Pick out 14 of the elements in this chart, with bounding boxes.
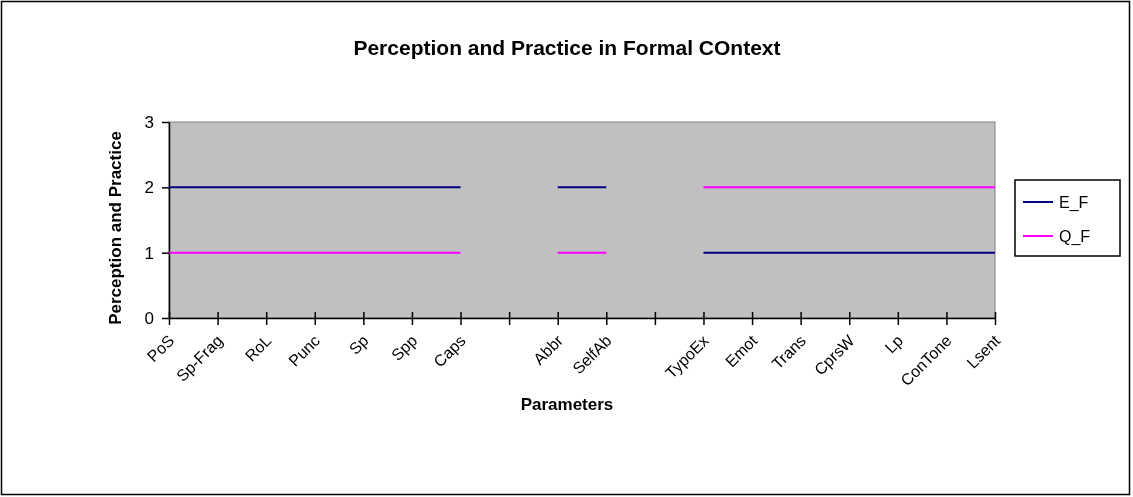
y-tick-label: 3 — [144, 112, 154, 132]
y-tick-label: 2 — [144, 178, 154, 198]
x-tick-label: Sp — [345, 331, 372, 358]
chart-title: Perception and Practice in Formal COntext — [353, 36, 781, 59]
x-tick-label: PoS — [143, 331, 178, 366]
legend-label: Q_F — [1059, 228, 1091, 246]
legend-label: E_F — [1059, 194, 1089, 212]
x-tick-label: RoL — [241, 331, 275, 365]
y-tick-label: 0 — [144, 308, 154, 328]
y-tick-label: 1 — [144, 243, 154, 263]
x-tick-label: Lp — [881, 331, 907, 357]
x-tick-label: Spp — [388, 331, 421, 364]
y-axis-title: Perception and Practice — [106, 131, 125, 325]
x-axis-title: Parameters — [520, 395, 614, 414]
